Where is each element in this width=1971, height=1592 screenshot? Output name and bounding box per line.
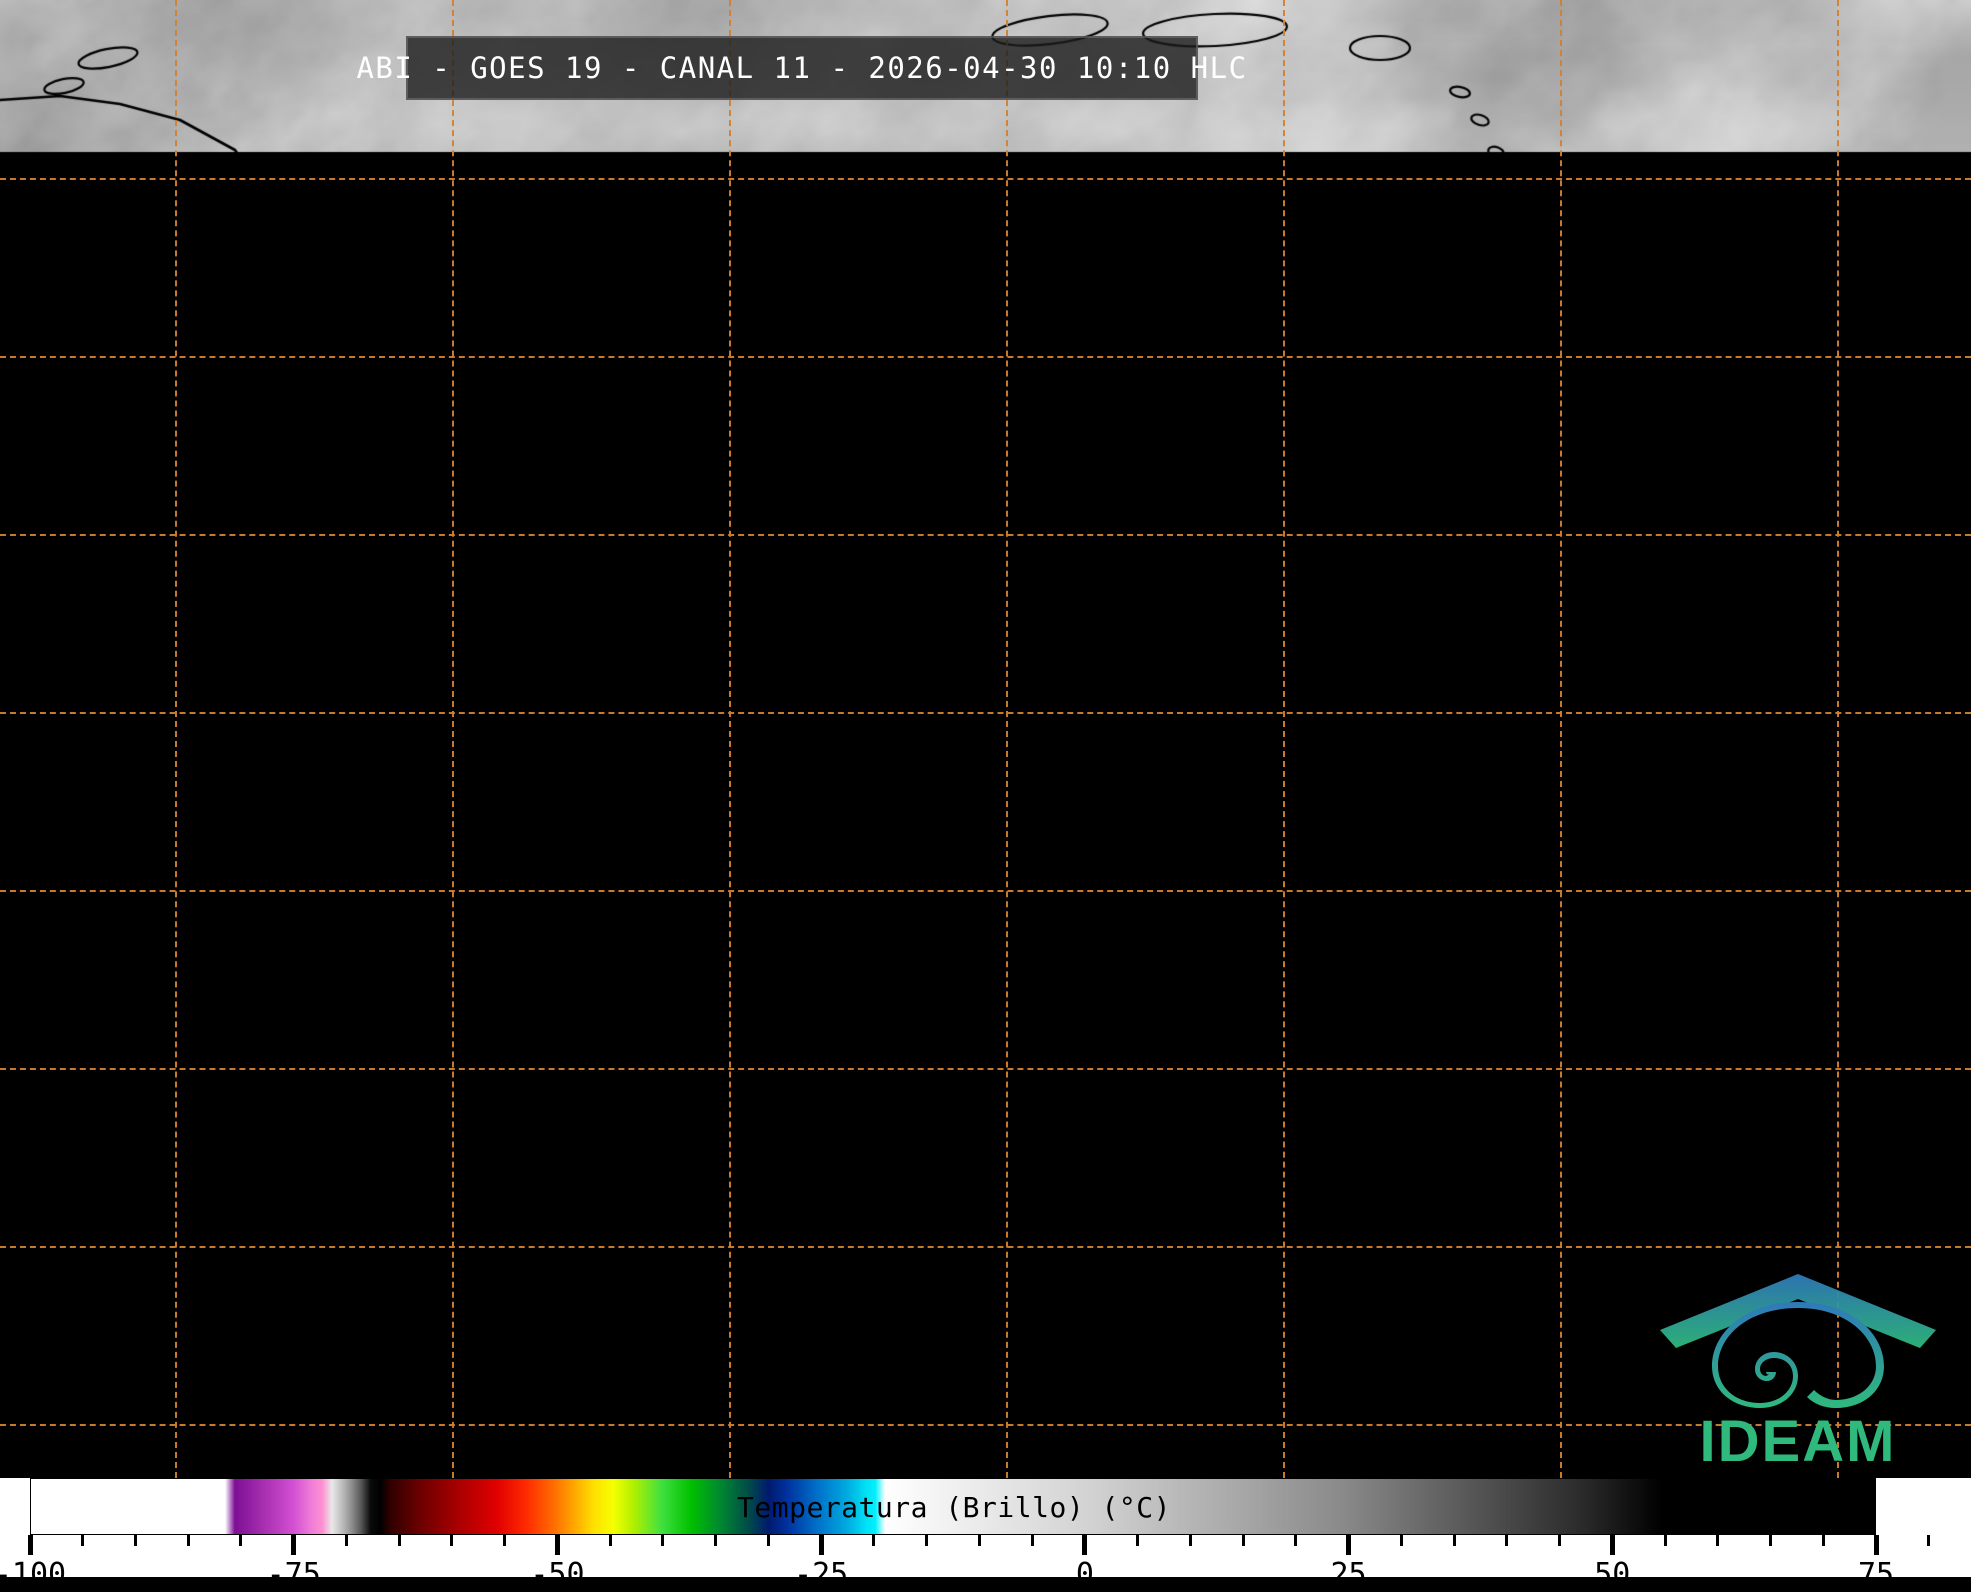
colorbar-label: Temperatura (Brillo) (°C) [737,1491,1171,1524]
colorbar-minor-tick [1927,1535,1931,1546]
colorbar-minor-tick [925,1535,929,1546]
colorbar-minor-tick [1663,1535,1667,1546]
colorbar-minor-tick [503,1535,507,1546]
colorbar-minor-tick [766,1535,770,1546]
colorbar-minor-tick [1769,1535,1772,1546]
colorbar-minor-tick [239,1535,243,1546]
colorbar-tick-label: -50 [530,1557,585,1592]
colorbar-tick-label: -25 [794,1557,849,1592]
colorbar-major-tick [818,1535,824,1555]
colorbar-tick-label: 0 [1075,1557,1094,1592]
image-title-text: ABI - GOES 19 - CANAL 11 - 2026-04-30 10… [356,51,1248,85]
colorbar-minor-tick [714,1535,718,1546]
ideam-hurricane-mark-icon [1660,1274,1936,1408]
colorbar-minor-tick [344,1535,348,1546]
colorbar-major-tick [1873,1535,1879,1555]
colorbar-minor-tick [977,1535,981,1546]
colorbar-major-tick [291,1535,297,1555]
ideam-wordmark: IDEAM [1699,1409,1897,1474]
colorbar-minor-tick [872,1535,876,1546]
colorbar-minor-tick [1399,1535,1403,1546]
ideam-logo: IDEAM [1648,1268,1948,1474]
colorbar-minor-tick [1294,1535,1298,1546]
colorbar-minor-tick [1136,1535,1140,1546]
colorbar-major-tick [554,1535,560,1555]
colorbar-major-tick [1609,1535,1615,1555]
colorbar-tick-label: 75 [1857,1557,1895,1592]
colorbar-minor-tick [1558,1535,1562,1546]
colorbar-minor-tick [133,1535,137,1546]
colorbar-minor-tick [81,1535,85,1546]
colorbar-minor-tick [450,1535,454,1546]
colorbar-tick-label: 50 [1594,1557,1631,1592]
colorbar-major-tick [1346,1535,1352,1555]
colorbar-minor-tick [1821,1535,1825,1546]
colorbar-major-tick [27,1535,33,1555]
colorbar-minor-tick [1030,1535,1034,1546]
colorbar-minor-tick [661,1535,665,1546]
colorbar-minor-tick [608,1535,612,1546]
colorbar-minor-tick [1241,1535,1245,1546]
colorbar-minor-tick [1505,1535,1509,1546]
colorbar-container: Temperatura (Brillo) (°C) -100 -75 -50 -25 0… [0,1478,1971,1592]
colorbar-minor-tick [397,1535,401,1546]
colorbar-minor-tick [1188,1535,1192,1546]
colorbar-major-tick [1082,1535,1088,1555]
colorbar-minor-tick [186,1535,190,1546]
image-title-banner: ABI - GOES 19 - CANAL 11 - 2026-04-30 10… [356,36,1246,100]
colorbar-tick-label: 25 [1330,1557,1367,1592]
colorbar-tick-label: -75 [266,1557,321,1592]
colorbar-minor-tick [1716,1535,1720,1546]
colorbar-tick-label: -100 [0,1557,67,1592]
satellite-imagery-canvas[interactable] [0,0,1971,1478]
colorbar-axis: -100 -75 -50 -25 0 25 50 75 [0,1535,1971,1592]
colorbar-gradient: Temperatura (Brillo) (°C) [30,1478,1876,1535]
colorbar-minor-tick [1452,1535,1456,1546]
satellite-map[interactable] [0,0,1971,1478]
